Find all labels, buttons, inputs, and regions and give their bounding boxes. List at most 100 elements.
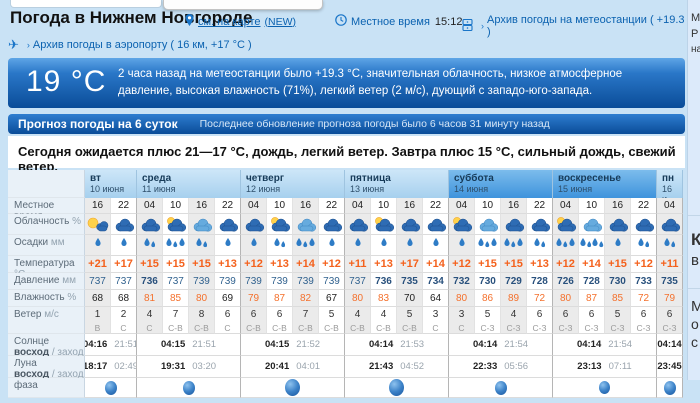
cloud-cell — [241, 214, 267, 235]
cloud-cell — [267, 214, 293, 235]
moon-cell: 20:41 04:01 — [241, 356, 345, 378]
humidity-cell: 85 — [163, 290, 189, 307]
wind-cell: 7 С-В — [163, 307, 189, 334]
cloud-cell — [85, 214, 111, 235]
precip-cell — [605, 235, 631, 256]
station-archive-group: › Архив погоды на метеостанции ( +19.3 °… — [462, 14, 700, 38]
moon-phase-cell — [85, 378, 137, 398]
humidity-cell: 87 — [579, 290, 605, 307]
temperature-cell: +12 — [553, 256, 579, 273]
sidebar-text-fragment: о — [691, 316, 699, 332]
row-temperature: Температура °C+21+17+15+15+15+13+12+13+1… — [8, 256, 683, 280]
cloud-cell — [111, 214, 137, 235]
precip-cell — [267, 235, 293, 256]
time-cell: 22 — [111, 198, 137, 214]
time-cell: 10 — [579, 198, 605, 214]
cloud-cell — [319, 214, 345, 235]
wind-cell: 6 С-З — [631, 307, 657, 334]
wind-cell: 4 С-В — [371, 307, 397, 334]
humidity-cell: 72 — [527, 290, 553, 307]
row-label: Облачность % — [8, 214, 85, 235]
map-link[interactable]: см. на карте — [198, 15, 261, 28]
moon-icon — [599, 381, 610, 394]
cloud-cell — [397, 214, 423, 235]
clock-icon — [335, 14, 347, 29]
map-link-new-badge[interactable]: (NEW) — [264, 15, 297, 28]
cloud-icon — [427, 218, 446, 232]
temperature-cell: +21 — [85, 256, 111, 273]
cloud-icon — [166, 216, 186, 232]
precip-cell — [111, 235, 137, 256]
rain-drops-icon — [534, 238, 546, 248]
rain-drops-icon — [120, 238, 127, 247]
station-archive-link[interactable]: Архив погоды на метеостанции ( +19.3 °C … — [487, 14, 700, 38]
airport-archive-link[interactable]: Архив погоды в аэропорту ( 16 км, +17 °C… — [32, 39, 252, 51]
time-cell: 04 — [553, 198, 579, 214]
rain-drops-icon — [406, 238, 413, 247]
row-label: фаза — [8, 378, 85, 398]
time-cell: 16 — [293, 198, 319, 214]
temperature-cell: +15 — [605, 256, 631, 273]
sun-cell: 04:15 21:51 — [137, 334, 241, 356]
humidity-cell: 68 — [111, 290, 137, 307]
time-cell: 16 — [397, 198, 423, 214]
time-cell: 22 — [215, 198, 241, 214]
search-input-fragment[interactable] — [10, 0, 162, 8]
humidity-cell: 67 — [319, 290, 345, 307]
sun-cell: 04:15 21:52 — [241, 334, 345, 356]
temperature-cell: +11 — [345, 256, 371, 273]
row-label: Температура °C — [8, 256, 85, 280]
cloud-cell — [163, 214, 189, 235]
pressure-cell: 736 — [137, 273, 163, 290]
cloud-cell — [527, 214, 553, 235]
cloud-cell — [553, 214, 579, 235]
map-pin-icon — [185, 14, 194, 29]
cloud-icon — [556, 216, 576, 232]
time-cell: 22 — [527, 198, 553, 214]
rain-drops-icon — [504, 238, 523, 248]
temperature-cell: +14 — [579, 256, 605, 273]
time-cell: 04 — [137, 198, 163, 214]
cloud-icon — [297, 218, 316, 232]
temperature-cell: +13 — [527, 256, 553, 273]
pressure-cell: 739 — [241, 273, 267, 290]
sidebar-text-fragment: М — [691, 298, 700, 315]
cloud-cell — [605, 214, 631, 235]
moon-icon — [663, 380, 676, 395]
rain-drops-icon — [432, 238, 439, 247]
cloud-icon — [452, 216, 472, 232]
pressure-cell: 739 — [189, 273, 215, 290]
precip-cell — [163, 235, 189, 256]
humidity-cell: 87 — [267, 290, 293, 307]
wind-cell: 5 С-З — [475, 307, 501, 334]
forecast-title-bar: Прогноз погоды на 6 суток Последнее обно… — [8, 114, 685, 134]
cloud-icon — [141, 218, 160, 232]
time-cell: 22 — [631, 198, 657, 214]
cloud-cell — [423, 214, 449, 235]
cloud-icon — [270, 216, 290, 232]
humidity-cell: 68 — [85, 290, 111, 307]
row-humidity: Влажность % 68 68 81 85 80 69 79 87 82 67 80 83 70 64 8… — [8, 290, 683, 307]
moon-cell: 21:43 04:52 — [345, 356, 449, 378]
moon-icon — [104, 380, 117, 395]
rain-drops-icon — [478, 238, 497, 248]
precip-cell — [475, 235, 501, 256]
temperature-cell: +12 — [631, 256, 657, 273]
pressure-cell: 739 — [267, 273, 293, 290]
forecast-summary-box: Сегодня ожидается плюс 21—17 °C, дождь, … — [8, 136, 685, 174]
rain-drops-icon — [328, 238, 335, 247]
moon-phase-cell — [241, 378, 345, 398]
time-cell: 10 — [475, 198, 501, 214]
rain-drops-icon — [579, 238, 604, 248]
sun-cell: 04:14 21:53 — [345, 334, 449, 356]
cloud-cell — [579, 214, 605, 235]
cloud-cell — [371, 214, 397, 235]
local-time-label: Местное время — [351, 15, 430, 28]
wind-cell: 6 С-З — [657, 307, 683, 334]
cloud-icon — [531, 218, 550, 232]
time-cell: 16 — [85, 198, 111, 214]
moon-phase-cell — [657, 378, 683, 398]
time-cell: 10 — [371, 198, 397, 214]
